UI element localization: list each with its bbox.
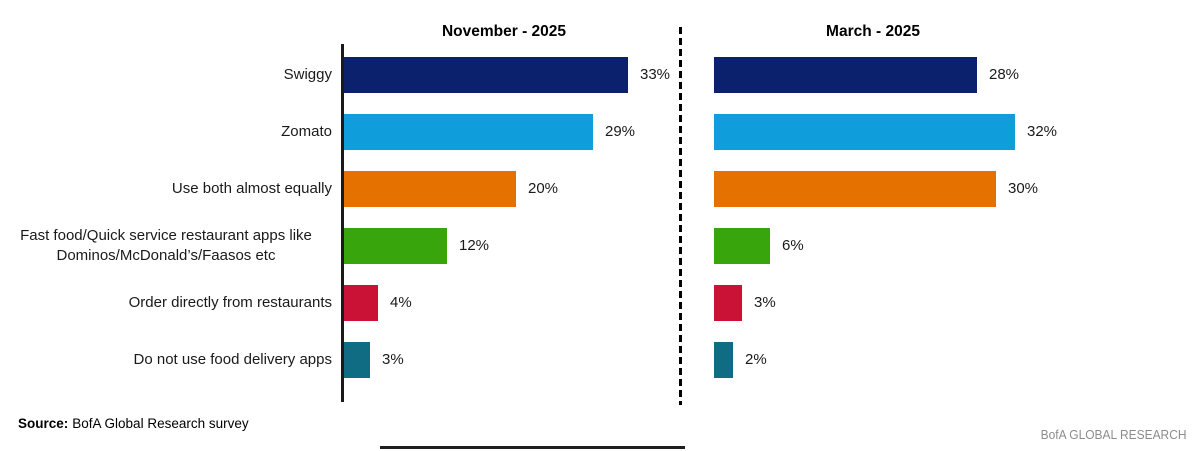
bar-november-row2 <box>344 171 516 207</box>
bar-march-row1 <box>714 114 1015 150</box>
footer-rule <box>380 446 685 449</box>
category-label: Use both almost equally <box>171 180 332 197</box>
panel-title-march: March - 2025 <box>826 23 920 40</box>
category-label: Fast food/Quick service restaurant apps … <box>20 227 312 264</box>
y-axis-line <box>341 44 344 402</box>
bar-march-row4 <box>714 285 742 321</box>
value-label-november-row0: 33% <box>640 66 671 83</box>
bar-november-row3 <box>344 228 447 264</box>
value-label-march-row5: 2% <box>745 351 767 368</box>
panel-title-november: November - 2025 <box>441 23 567 40</box>
source-text: BofA Global Research survey <box>72 416 249 431</box>
bar-november-row5 <box>344 342 370 378</box>
bar-march-row2 <box>714 171 996 207</box>
source-note: Source: BofA Global Research survey <box>18 416 249 431</box>
bar-march-row3 <box>714 228 770 264</box>
value-label-november-row3: 12% <box>459 237 490 254</box>
value-label-march-row0: 28% <box>989 66 1020 83</box>
bar-march-row0 <box>714 57 977 93</box>
value-label-march-row2: 30% <box>1008 180 1039 197</box>
value-label-november-row4: 4% <box>390 294 412 311</box>
value-label-november-row2: 20% <box>528 180 559 197</box>
category-label: Swiggy <box>283 66 332 83</box>
source-label: Source: <box>18 416 69 431</box>
bar-march-row5 <box>714 342 733 378</box>
bar-november-row1 <box>344 114 593 150</box>
category-label: Do not use food delivery apps <box>133 351 332 368</box>
value-label-november-row5: 3% <box>382 351 404 368</box>
value-label-march-row1: 32% <box>1027 123 1058 140</box>
value-label-march-row3: 6% <box>782 237 804 254</box>
panel-divider-dashed-line <box>679 27 682 405</box>
value-label-november-row1: 29% <box>605 123 636 140</box>
bar-november-row0 <box>344 57 628 93</box>
brand-watermark: BofA GLOBAL RESEARCH <box>1040 427 1186 442</box>
value-label-march-row4: 3% <box>754 294 776 311</box>
bar-november-row4 <box>344 285 378 321</box>
category-label: Order directly from restaurants <box>128 294 332 311</box>
category-label: Zomato <box>281 123 332 140</box>
